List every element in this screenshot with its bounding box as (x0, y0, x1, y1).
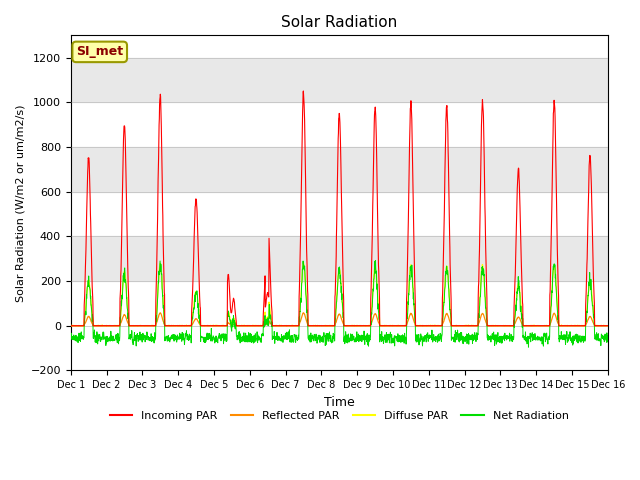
X-axis label: Time: Time (324, 396, 355, 408)
Net Radiation (355, 334, 362, 340)
Incoming PAR (217, 323, 225, 329)
Net Radiation (372, 258, 380, 264)
Reflected PAR (217, 323, 225, 329)
Net Radiation (604, 330, 612, 336)
Diffuse PAR (572, 323, 579, 329)
Line: Reflected PAR: Reflected PAR (71, 313, 608, 326)
Net Radiation (367, 336, 374, 342)
Line: Diffuse PAR: Diffuse PAR (71, 263, 608, 326)
Reflected PAR (604, 323, 612, 328)
Reflected PAR (496, 323, 504, 328)
Incoming PAR (495, 323, 503, 329)
Incoming PAR (67, 323, 75, 329)
Bar (71, 236, 608, 281)
Reflected PAR (67, 323, 75, 329)
Diffuse PAR (300, 260, 307, 265)
Line: Net Radiation: Net Radiation (71, 261, 608, 347)
Reflected PAR (300, 310, 307, 316)
Net Radiation (557, 333, 564, 339)
Diffuse PAR (604, 323, 612, 329)
Legend: Incoming PAR, Reflected PAR, Diffuse PAR, Net Radiation: Incoming PAR, Reflected PAR, Diffuse PAR… (106, 406, 573, 425)
Bar (71, 58, 608, 102)
Reflected PAR (572, 323, 580, 329)
Incoming PAR (367, 323, 374, 329)
Diffuse PAR (557, 323, 564, 329)
Diffuse PAR (217, 323, 225, 328)
Net Radiation (495, 339, 503, 345)
Net Radiation (217, 336, 225, 342)
Text: SI_met: SI_met (76, 46, 124, 59)
Reflected PAR (557, 323, 564, 329)
Diffuse PAR (367, 323, 374, 329)
Incoming PAR (300, 88, 307, 94)
Diffuse PAR (355, 323, 363, 328)
Net Radiation (525, 344, 532, 350)
Line: Incoming PAR: Incoming PAR (71, 91, 608, 326)
Net Radiation (572, 336, 580, 342)
Reflected PAR (67, 323, 75, 328)
Diffuse PAR (67, 323, 75, 329)
Incoming PAR (604, 323, 612, 329)
Incoming PAR (572, 323, 579, 329)
Reflected PAR (355, 323, 363, 329)
Bar (71, 147, 608, 192)
Net Radiation (67, 333, 75, 339)
Y-axis label: Solar Radiation (W/m2 or um/m2/s): Solar Radiation (W/m2 or um/m2/s) (15, 104, 25, 301)
Incoming PAR (557, 323, 564, 329)
Diffuse PAR (495, 323, 503, 329)
Incoming PAR (355, 323, 363, 329)
Reflected PAR (367, 322, 374, 327)
Title: Solar Radiation: Solar Radiation (281, 15, 397, 30)
